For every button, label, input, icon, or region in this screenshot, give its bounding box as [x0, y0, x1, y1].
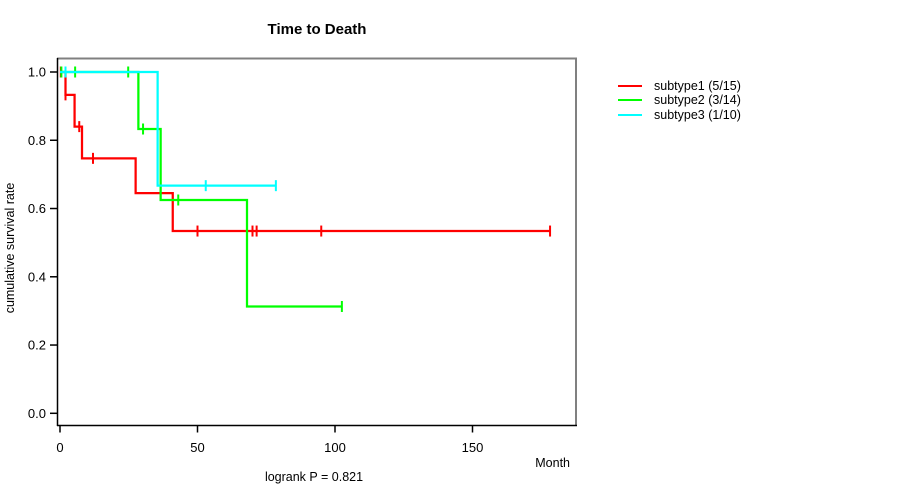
legend-label: subtype3 (1/10): [654, 107, 741, 122]
y-tick-label: 0.8: [28, 133, 46, 148]
y-tick-label: 0.2: [28, 338, 46, 353]
legend-line-swatch: [618, 113, 642, 116]
legend-line-swatch: [618, 99, 642, 102]
x-tick-label: 0: [56, 440, 63, 455]
chart-title: Time to Death: [267, 21, 367, 38]
y-tick-label: 1.0: [28, 65, 46, 80]
x-tick-label: 100: [324, 440, 346, 455]
km-curve-subtype3: [60, 70, 276, 187]
y-tick-label: 0.6: [28, 201, 46, 216]
x-tick-label: 50: [190, 440, 204, 455]
y-tick-label: 0.4: [28, 269, 46, 284]
legend-item: subtype2 (3/14): [618, 93, 741, 107]
legend-label: subtype2 (3/14): [654, 93, 741, 108]
x-axis-label: Month: [535, 456, 570, 470]
x-tick-label: 150: [462, 440, 484, 455]
legend-line-swatch: [618, 85, 642, 88]
logrank-p-text: logrank P = 0.821: [264, 470, 364, 484]
legend-item: subtype3 (1/10): [618, 108, 741, 122]
y-tick-label: 0.0: [28, 406, 46, 421]
legend: subtype1 (5/15) subtype2 (3/14) subtype3 (…: [618, 79, 741, 122]
legend-label: subtype1 (5/15): [654, 79, 741, 94]
km-curve-subtype2: [60, 70, 342, 308]
legend-item: subtype1 (5/15): [618, 79, 741, 93]
km-curve-subtype1: [60, 70, 551, 233]
